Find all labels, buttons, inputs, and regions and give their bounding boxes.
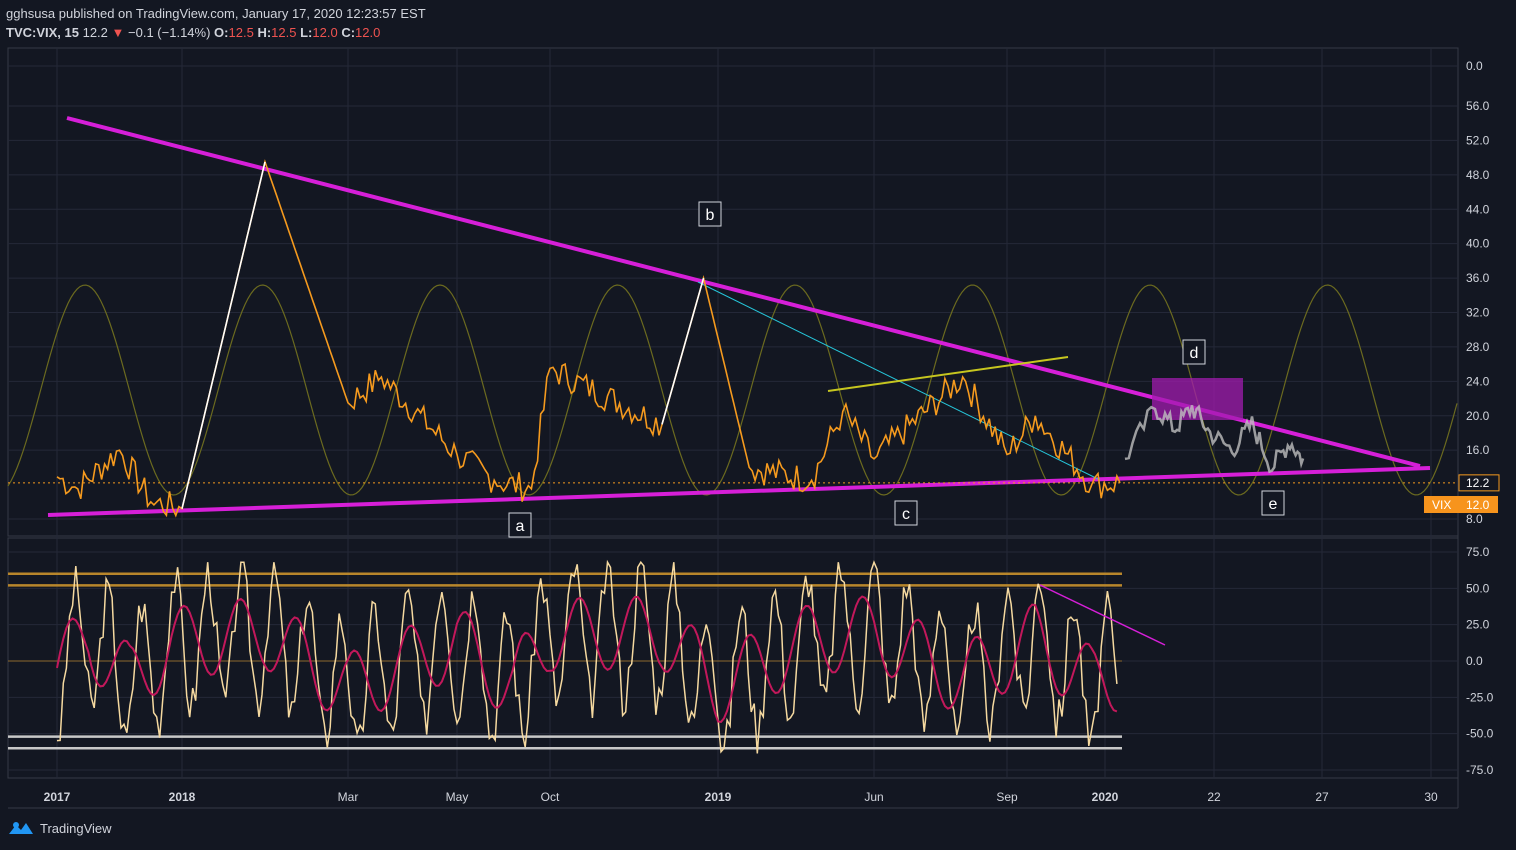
time-tick-label: 2017	[44, 790, 71, 804]
price-tick-label: 0.0	[1466, 59, 1483, 73]
vix-spike-up	[181, 161, 266, 509]
symbol-name: TVC:VIX, 15	[6, 25, 79, 40]
price-tick-label: 16.0	[1466, 443, 1490, 457]
wave-label-box	[894, 500, 918, 526]
tradingview-logo-icon	[9, 822, 33, 834]
current-price-box	[1458, 474, 1500, 492]
low-value: 12.0	[312, 25, 338, 40]
wave-label-a: a	[516, 518, 525, 535]
oscillator-tick-label: -25.0	[1466, 690, 1494, 704]
close-label: C:	[341, 25, 356, 40]
vix-price-line	[56, 159, 1121, 518]
projected-path	[1124, 404, 1305, 474]
publisher-line: gghsusa published on TradingView.com, Ja…	[6, 6, 426, 21]
lower-trendline	[47, 466, 1431, 517]
oscillator-tick-label: 75.0	[1466, 545, 1490, 559]
oscillator-divergence-line	[1039, 584, 1166, 646]
price-tick-label: 48.0	[1466, 168, 1490, 182]
time-tick-label: Jun	[864, 790, 883, 804]
oscillator-slow-line	[56, 595, 1118, 723]
close-value: 12.0	[355, 25, 381, 40]
price-change: −0.1 (−1.14%)	[128, 25, 211, 40]
oscillator-fast-line	[56, 559, 1118, 754]
price-tick-label: 24.0	[1466, 374, 1490, 388]
oscillator-tick-label: 0.0	[1466, 654, 1483, 668]
change-arrow-icon: ▼	[111, 25, 125, 40]
yellow-trendline	[827, 356, 1069, 392]
wave-label-c: c	[902, 506, 910, 523]
time-tick-label: Oct	[541, 790, 560, 804]
footer-brand[interactable]: TradingView	[8, 820, 112, 836]
wave-label-box	[698, 201, 722, 227]
main-panel-frame	[7, 47, 1459, 537]
open-label: O:	[214, 25, 229, 40]
vix-price-tag	[1424, 496, 1498, 513]
vix-tag-label: VIX	[1432, 498, 1451, 512]
last-price: 12.2	[82, 25, 108, 40]
vix-spike-up	[661, 277, 705, 425]
price-tick-label: 8.0	[1466, 512, 1483, 526]
price-tick-label: 44.0	[1466, 202, 1490, 216]
oscillator-tick-label: -75.0	[1466, 763, 1494, 777]
time-tick-label: Mar	[338, 790, 359, 804]
wave-label-box	[1182, 339, 1206, 365]
current-price-label: 12.2	[1466, 476, 1490, 490]
open-value: 12.5	[228, 25, 254, 40]
cycle-sine-line	[7, 284, 1458, 496]
price-tick-label: 32.0	[1466, 306, 1490, 320]
vix-tag-value: 12.0	[1466, 498, 1490, 512]
oscillator-tick-label: 25.0	[1466, 618, 1490, 632]
wave-label-box	[1261, 490, 1285, 516]
wave-label-e: e	[1269, 496, 1278, 513]
high-label: H:	[257, 25, 272, 40]
oscillator-tick-label: 50.0	[1466, 581, 1490, 595]
footer-brand-label: TradingView	[40, 820, 112, 836]
low-label: L:	[300, 25, 313, 40]
time-tick-label: 30	[1424, 790, 1438, 804]
high-value: 12.5	[271, 25, 297, 40]
time-tick-label: Sep	[996, 790, 1018, 804]
price-tick-label: 56.0	[1466, 99, 1490, 113]
price-tick-label: 36.0	[1466, 271, 1490, 285]
wave-label-b: b	[706, 207, 715, 224]
price-tick-label: 52.0	[1466, 133, 1490, 147]
symbol-header: TVC:VIX, 15 12.2 ▼ −0.1 (−1.14%) O:12.5 …	[6, 25, 380, 40]
wave-label-box	[508, 512, 532, 538]
time-tick-label: 27	[1315, 790, 1329, 804]
time-tick-label: May	[446, 790, 469, 804]
time-tick-label: 2020	[1092, 790, 1119, 804]
price-tick-label: 28.0	[1466, 340, 1490, 354]
time-tick-label: 2018	[169, 790, 196, 804]
price-tick-label: 40.0	[1466, 237, 1490, 251]
price-tick-label: 20.0	[1466, 409, 1490, 423]
projection-box	[1152, 378, 1243, 420]
time-tick-label: 22	[1207, 790, 1221, 804]
wave-label-d: d	[1190, 345, 1199, 362]
oscillator-tick-label: -50.0	[1466, 727, 1494, 741]
time-tick-label: 2019	[705, 790, 732, 804]
